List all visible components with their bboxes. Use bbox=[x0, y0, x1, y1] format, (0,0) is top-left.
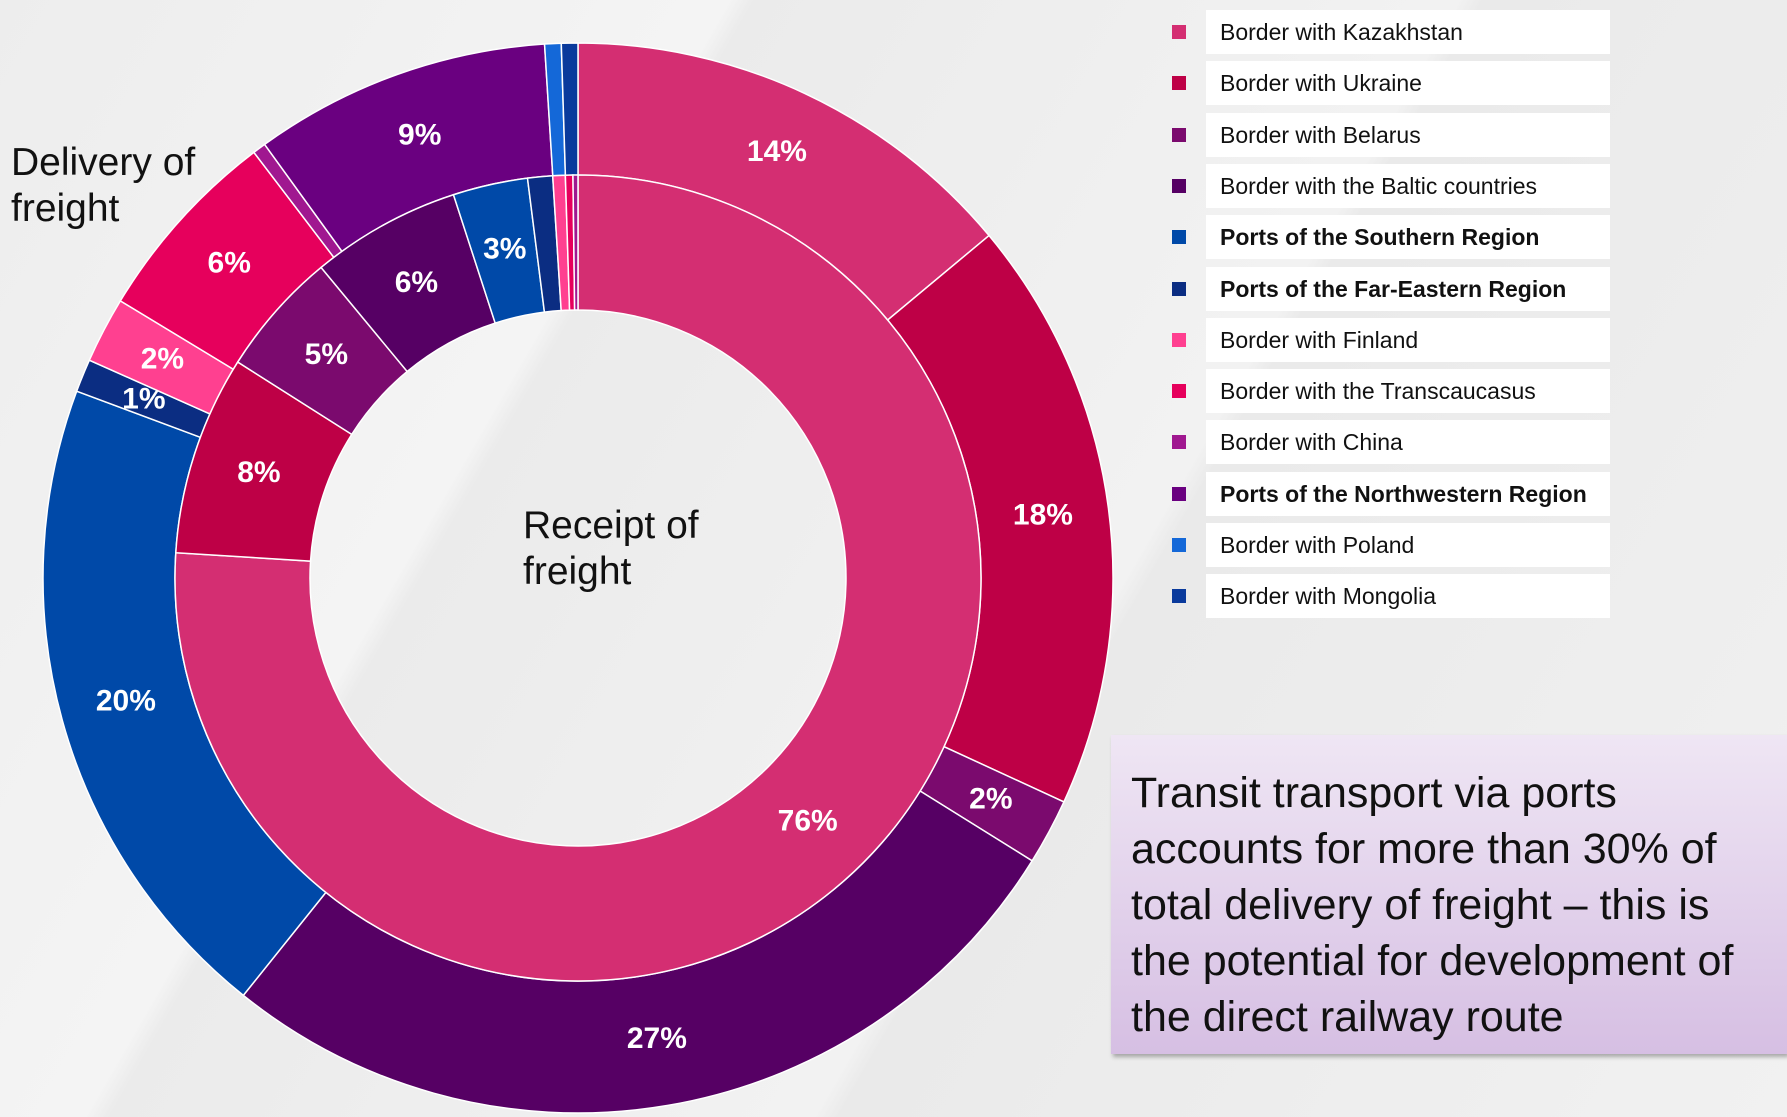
legend-swatch bbox=[1172, 281, 1186, 296]
legend-label: Ports of the Northwestern Region bbox=[1206, 471, 1610, 516]
legend-item: Border with the Transcaucasus bbox=[1172, 369, 1610, 414]
donut-slice bbox=[572, 174, 579, 311]
legend-swatch bbox=[1172, 589, 1186, 604]
legend-item: Border with China bbox=[1172, 420, 1610, 465]
slice-label: 3% bbox=[483, 233, 526, 266]
legend-item: Border with Ukraine bbox=[1172, 61, 1610, 106]
legend-label: Border with Kazakhstan bbox=[1206, 10, 1610, 54]
legend-label: Border with the Baltic countries bbox=[1206, 163, 1610, 208]
slice-label: 6% bbox=[208, 246, 251, 279]
legend-swatch bbox=[1172, 25, 1186, 39]
inner-ring-title: Receipt of freight bbox=[523, 504, 699, 593]
slice-label: 2% bbox=[141, 343, 184, 376]
legend-swatch bbox=[1172, 332, 1186, 347]
slice-label: 8% bbox=[237, 456, 280, 489]
slice-label: 18% bbox=[1013, 498, 1073, 531]
legend-item: Ports of the Southern Region bbox=[1172, 215, 1610, 260]
legend-label: Ports of the Far-Eastern Region bbox=[1206, 266, 1610, 311]
slice-label: 76% bbox=[778, 804, 838, 837]
legend-item: Ports of the Far-Eastern Region bbox=[1172, 266, 1610, 311]
legend-label: Border with Poland bbox=[1206, 523, 1610, 567]
legend-swatch bbox=[1172, 76, 1186, 91]
legend-label: Border with Mongolia bbox=[1206, 574, 1610, 619]
legend-item: Border with Mongolia bbox=[1172, 574, 1610, 619]
slice-label: 14% bbox=[747, 135, 807, 168]
donut-slice bbox=[174, 174, 982, 982]
legend-label: Border with Ukraine bbox=[1206, 61, 1610, 106]
legend-item: Border with Poland bbox=[1172, 523, 1610, 567]
legend-swatch bbox=[1172, 127, 1186, 142]
slice-label: 20% bbox=[96, 685, 156, 718]
legend-swatch bbox=[1172, 538, 1186, 552]
slice-label: 6% bbox=[395, 266, 438, 299]
legend-item: Border with Finland bbox=[1172, 317, 1610, 362]
legend-label: Border with China bbox=[1206, 420, 1610, 465]
outer-ring-title: Delivery of freight bbox=[11, 141, 196, 230]
legend-swatch bbox=[1172, 384, 1186, 399]
annotation: Transit transport via ports accounts for… bbox=[1111, 735, 1787, 1054]
legend-swatch bbox=[1172, 178, 1186, 193]
legend-swatch bbox=[1172, 435, 1186, 450]
slice-label: 2% bbox=[969, 782, 1012, 815]
legend-label: Border with Belarus bbox=[1206, 112, 1610, 157]
slice-label: 9% bbox=[398, 118, 441, 151]
legend-label: Ports of the Southern Region bbox=[1206, 215, 1610, 260]
legend-item: Border with Belarus bbox=[1172, 112, 1610, 157]
legend-swatch bbox=[1172, 486, 1186, 501]
legend-label: Border with Finland bbox=[1206, 317, 1610, 362]
legend-item: Border with the Baltic countries bbox=[1172, 163, 1610, 208]
legend-item: Ports of the Northwestern Region bbox=[1172, 471, 1610, 516]
slice-label: 27% bbox=[627, 1022, 687, 1055]
legend-item: Border with Kazakhstan bbox=[1172, 10, 1610, 54]
legend-swatch bbox=[1172, 230, 1186, 245]
slice-label: 5% bbox=[305, 338, 348, 371]
legend-label: Border with the Transcaucasus bbox=[1206, 369, 1610, 414]
